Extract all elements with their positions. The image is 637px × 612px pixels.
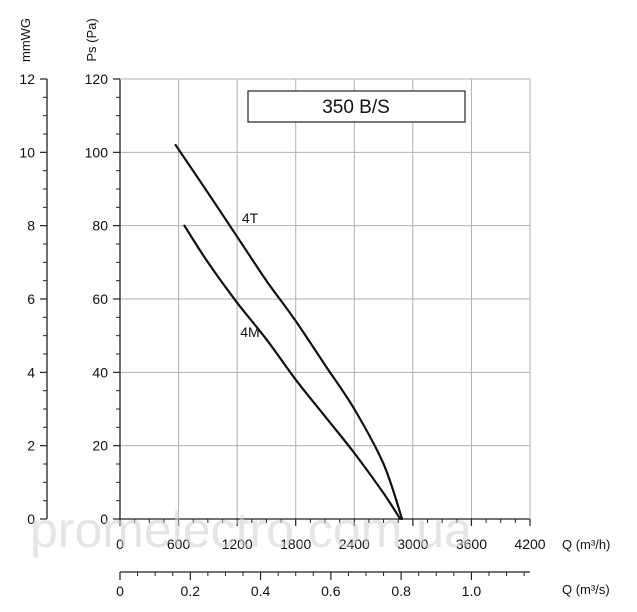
chart-title: 350 B/S [322,97,390,118]
y-tick-label-mmwg: 6 [27,291,35,307]
x-tick-label-m3h: 600 [167,536,191,552]
y-tick-label-ps: 100 [85,144,109,160]
x-tick-label-m3h: 2400 [339,536,370,552]
x-tick-label-m3s: 0.8 [391,583,411,599]
series-label-4m: 4M [240,324,259,340]
x-tick-label-m3h: 4200 [514,536,545,552]
grid [120,78,530,519]
x-axis-title-m3h: Q (m³/h) [562,537,610,552]
x-tick-label-m3h: 3600 [456,536,487,552]
left-axis-title-ps: Ps (Pa) [84,18,99,61]
y-tick-label-ps: 120 [85,71,109,87]
x-tick-label-m3s: 0.6 [321,583,341,599]
x-tick-label-m3s: 1.0 [462,583,482,599]
y-tick-label-mmwg: 0 [27,511,35,527]
x-axis-title-m3s: Q (m³/s) [562,582,610,597]
y-tick-label-ps: 0 [100,511,108,527]
y-tick-label-mmwg: 2 [27,438,35,454]
y-tick-label-mmwg: 4 [27,364,35,380]
left-axis-title-mmwg: mmWG [18,18,33,62]
y-tick-label-mmwg: 10 [19,144,35,160]
x-tick-label-m3s: 0.2 [181,583,201,599]
y-tick-label-ps: 40 [92,364,108,380]
x-tick-label-m3h: 3000 [397,536,428,552]
x-tick-label-m3h: 1200 [222,536,253,552]
y-tick-label-ps: 60 [92,291,108,307]
x-tick-label-m3s: 0 [116,583,124,599]
series-line-4t [174,143,404,521]
y-tick-label-ps: 20 [92,438,108,454]
y-tick-label-mmwg: 8 [27,218,35,234]
y-tick-label-mmwg: 12 [19,71,35,87]
x-tick-label-m3h: 1800 [280,536,311,552]
series-group: 4T 4M [174,143,404,521]
y-tick-label-ps: 80 [92,218,108,234]
title-box: 350 B/S [247,90,466,123]
x-tick-label-m3h: 0 [116,536,124,552]
x-tick-label-m3s: 0.4 [251,583,271,599]
watermark: promelectro.com.ua [30,502,472,558]
series-label-4t: 4T [242,210,259,226]
series-line-4m [183,224,402,521]
